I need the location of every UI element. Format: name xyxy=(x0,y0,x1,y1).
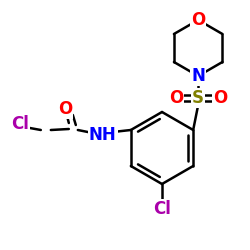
Text: O: O xyxy=(169,89,183,107)
Text: O: O xyxy=(213,89,227,107)
Text: N: N xyxy=(191,67,205,85)
Text: O: O xyxy=(58,100,72,118)
Text: Cl: Cl xyxy=(11,115,29,133)
Text: S: S xyxy=(192,89,204,107)
Text: O: O xyxy=(191,11,205,29)
Text: NH: NH xyxy=(89,126,117,144)
Text: Cl: Cl xyxy=(153,200,171,218)
